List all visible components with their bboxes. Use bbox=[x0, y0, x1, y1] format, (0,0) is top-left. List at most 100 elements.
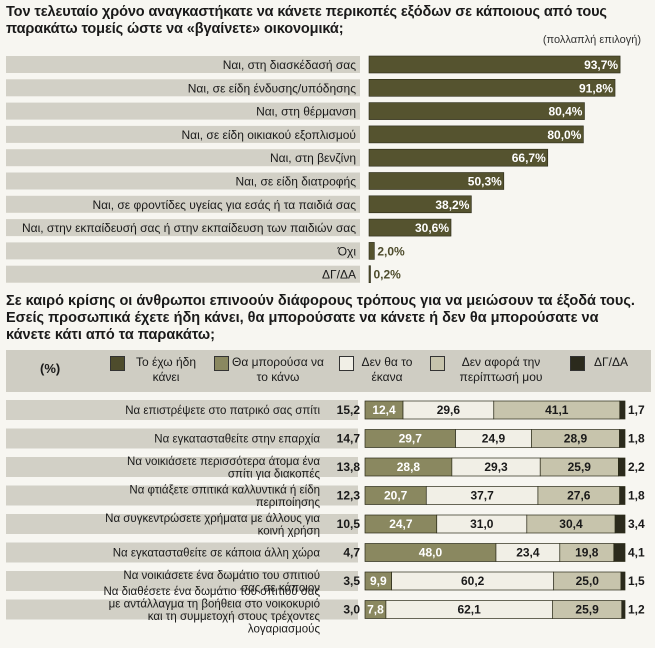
category-band bbox=[6, 242, 360, 260]
value-already-done: 3,5 bbox=[343, 574, 360, 588]
segment-value-label: 27,6 bbox=[567, 489, 591, 503]
category-label: Να εγκατασταθείτε στην επαρχία bbox=[154, 434, 320, 446]
category-band bbox=[6, 195, 360, 213]
value-already-done: 4,7 bbox=[343, 546, 360, 560]
legend-swatch-would-not bbox=[339, 356, 354, 371]
stack-segment bbox=[619, 486, 626, 505]
segment-value-label: 25,9 bbox=[568, 460, 592, 474]
value-already-done: 12,3 bbox=[337, 489, 361, 503]
segment-value-label: 41,1 bbox=[545, 403, 569, 417]
segment-value-label: 62,1 bbox=[457, 603, 481, 617]
segment-value-label: 9,9 bbox=[370, 574, 387, 588]
legend-swatch-dk-na bbox=[570, 356, 585, 371]
segment-value-label: 4,1 bbox=[628, 546, 645, 560]
stack-segment bbox=[614, 514, 626, 534]
category-band bbox=[6, 102, 360, 120]
category-band bbox=[6, 149, 360, 167]
bar bbox=[368, 265, 371, 283]
bar-value-label: 93,7% bbox=[584, 58, 618, 72]
bar bbox=[368, 78, 616, 97]
segment-value-label: 30,4 bbox=[559, 517, 583, 531]
bar-value-label: 0,2% bbox=[374, 268, 402, 282]
bar bbox=[368, 242, 375, 260]
stack-segment bbox=[620, 571, 626, 591]
category-band bbox=[6, 125, 360, 143]
bar bbox=[368, 172, 505, 190]
segment-value-label: 1,8 bbox=[628, 489, 645, 503]
category-label: Να διαθέσετε ένα δωμάτιο του σπιτιού σας… bbox=[103, 586, 320, 636]
segment-value-label: 12,4 bbox=[372, 403, 396, 417]
bar-value-label: 38,2% bbox=[435, 198, 469, 212]
chart1-bars: Ναι, στη διασκέδασή σας 93,7% Ναι, σε είδη… bbox=[6, 55, 621, 283]
segment-value-label: 1,2 bbox=[628, 603, 645, 617]
chart2-legend: (%) Το έχω ήδη κάνει Θα μπορούσα να το κ… bbox=[6, 350, 651, 392]
bar-value-label: 66,7% bbox=[512, 151, 546, 165]
multiple-choice-note: (πολλαπλή επιλογή) bbox=[542, 34, 641, 46]
segment-value-label: 25,0 bbox=[576, 574, 600, 588]
category-band bbox=[6, 79, 360, 97]
legend-percent-label: (%) bbox=[40, 361, 61, 376]
category-band bbox=[6, 599, 358, 620]
legend-label-done: Το έχω ήδη κάνει bbox=[135, 355, 197, 384]
stack-segment bbox=[618, 457, 626, 477]
value-already-done: 13,8 bbox=[337, 460, 361, 474]
bar bbox=[368, 102, 585, 120]
segment-value-label: 19,8 bbox=[575, 546, 599, 560]
legend-swatch-not-applicable bbox=[430, 356, 445, 371]
category-label: Να νοικιάσετε ένα δωμάτιο του σπιτιού σας… bbox=[123, 570, 320, 595]
bar-value-label: 2,0% bbox=[377, 244, 405, 258]
bar-value-label: 50,3% bbox=[468, 175, 502, 189]
category-label: Να εγκατασταθείτε σε κάποια άλλη χώρα bbox=[113, 548, 321, 560]
category-label: Ναι, σε είδη οικιακού εξοπλισμού bbox=[181, 128, 356, 142]
bar bbox=[368, 195, 472, 214]
category-label: Ναι, στη βενζίνη bbox=[270, 151, 356, 165]
value-already-done: 3,0 bbox=[343, 603, 360, 617]
category-band bbox=[6, 56, 360, 73]
bar bbox=[368, 218, 452, 237]
category-label: Να φτιάξετε σπιτικά καλλυντικά ή είδη περ… bbox=[129, 484, 320, 509]
category-label: Ναι, στην εκπαίδευσή σας ή στην εκπαίδευ… bbox=[22, 221, 356, 235]
segment-value-label: 60,2 bbox=[461, 574, 485, 588]
bar-value-label: 91,8% bbox=[579, 81, 613, 95]
legend-swatch-done bbox=[110, 356, 125, 371]
category-band bbox=[6, 485, 358, 506]
category-label: ΔΓ/ΔΑ bbox=[322, 268, 356, 282]
category-band bbox=[6, 172, 360, 190]
chart2-title: Σε καιρό κρίσης οι άνθρωποι επινοούν διά… bbox=[6, 293, 635, 343]
chart1-title: Τον τελευταίο χρόνο αναγκαστήκατε να κάν… bbox=[6, 4, 607, 37]
segment-value-label: 31,0 bbox=[470, 517, 494, 531]
category-band bbox=[6, 400, 358, 420]
segment-value-label: 1,8 bbox=[628, 432, 645, 446]
segment-value-label: 24,9 bbox=[482, 432, 506, 446]
segment-value-label: 29,3 bbox=[484, 460, 508, 474]
category-label: Να νοικιάσετε περισσότερα άτομα ένα σπίτι… bbox=[127, 456, 320, 481]
category-label: Ναι, σε είδη διατροφής bbox=[236, 175, 357, 189]
category-band bbox=[6, 428, 358, 449]
segment-value-label: 23,4 bbox=[516, 546, 540, 560]
bar bbox=[368, 55, 621, 74]
value-already-done: 15,2 bbox=[337, 403, 361, 417]
chart2-bars: Να επιστρέψετε στο πατρικό σας σπίτι 15,2… bbox=[6, 400, 645, 636]
category-label: Ναι, σε είδη ένδυσης/υπόδησης bbox=[188, 81, 356, 95]
segment-value-label: 29,6 bbox=[437, 403, 461, 417]
category-band bbox=[6, 219, 360, 237]
category-band bbox=[6, 542, 358, 563]
bar-value-label: 80,0% bbox=[547, 128, 581, 142]
stack-segment bbox=[619, 429, 626, 448]
segment-value-label: 24,7 bbox=[389, 517, 413, 531]
bar-value-label: 30,6% bbox=[415, 221, 449, 235]
legend-label-could: Θα μπορούσα να το κάνω bbox=[232, 355, 324, 384]
segment-value-label: 2,2 bbox=[628, 460, 645, 474]
category-band bbox=[6, 514, 358, 534]
segment-value-label: 28,9 bbox=[564, 432, 588, 446]
segment-value-label: 1,5 bbox=[628, 574, 645, 588]
stack-segment bbox=[613, 543, 626, 562]
segment-value-label: 20,7 bbox=[384, 489, 408, 503]
category-label: Να συγκεντρώσετε χρήματα με άλλους για κο… bbox=[105, 513, 320, 538]
segment-value-label: 28,8 bbox=[397, 460, 421, 474]
stack-segment bbox=[619, 400, 626, 420]
value-already-done: 14,7 bbox=[337, 432, 361, 446]
category-label: Να επιστρέψετε στο πατρικό σας σπίτι bbox=[125, 405, 320, 417]
segment-value-label: 29,7 bbox=[399, 432, 423, 446]
category-label: Ναι, στη διασκέδασή σας bbox=[223, 58, 357, 72]
